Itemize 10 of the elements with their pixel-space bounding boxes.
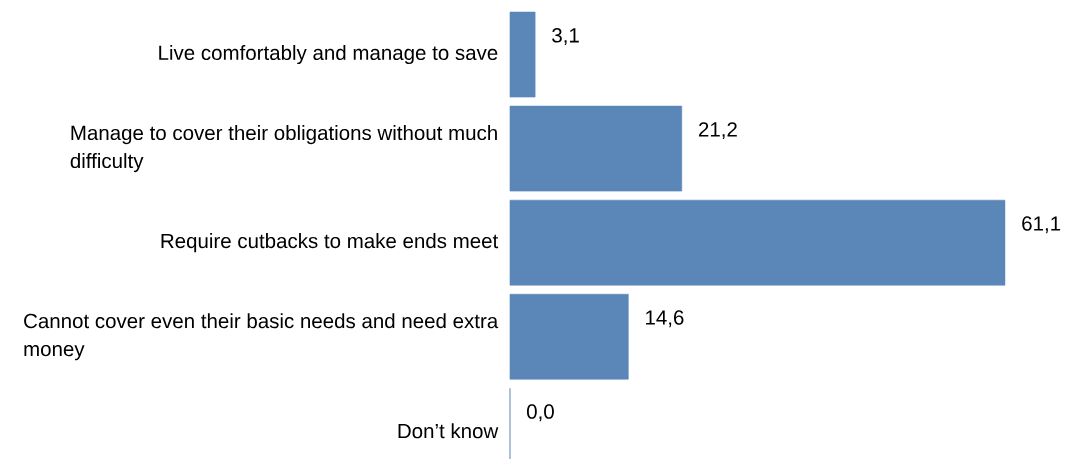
- data-label: 14,6: [646, 310, 684, 328]
- y-tick-label: Require cutbacks to make ends meet: [161, 233, 499, 253]
- data-label: 3,1: [552, 28, 579, 46]
- y-tick-label: Don’t know: [398, 423, 499, 439]
- data-label: 61,1: [1022, 216, 1061, 234]
- data-label: 21,2: [698, 122, 737, 140]
- y-tick-label: Live comfortably and manage to save: [159, 45, 498, 65]
- y-tick-label: Cannot cover even their basic needs and need extra money: [24, 313, 499, 361]
- data-label: 0,0: [527, 404, 554, 422]
- y-tick-label: Manage to cover their obligations without much difficulty: [70, 125, 497, 173]
